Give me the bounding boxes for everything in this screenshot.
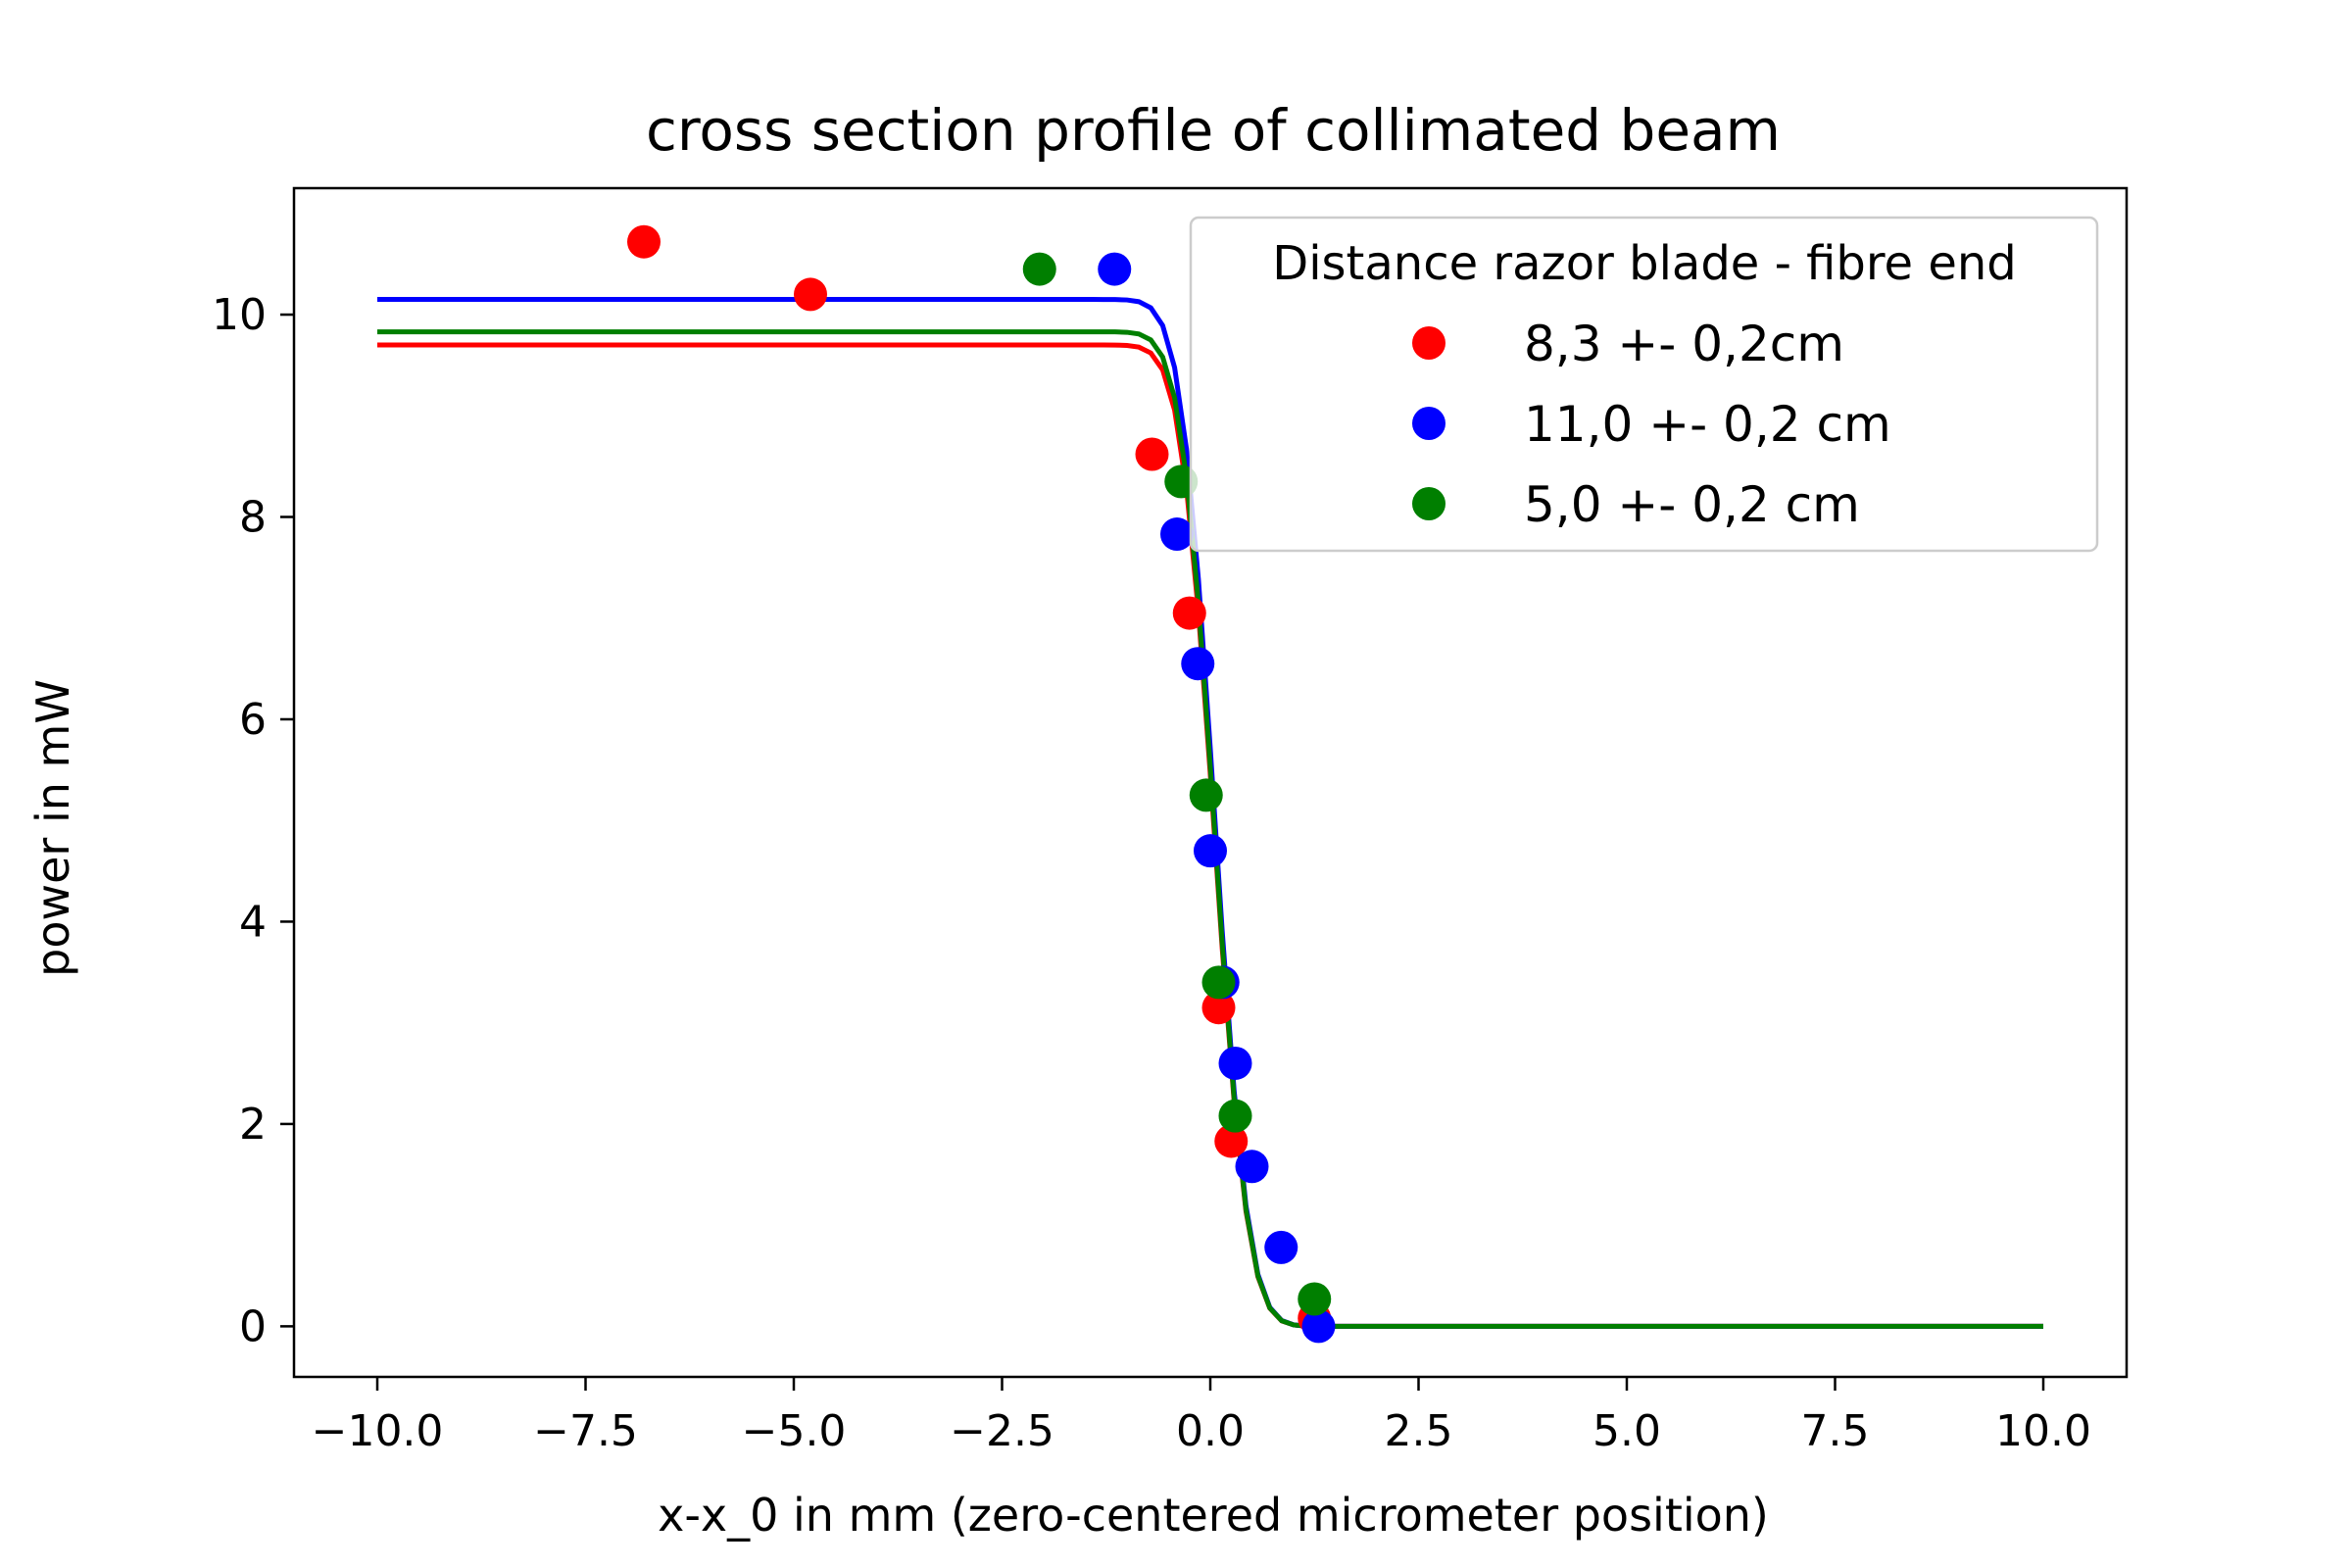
data-point-1-4: [1172, 596, 1206, 630]
data-point-2-8: [1264, 1230, 1298, 1264]
chart-title: cross section profile of collimated beam: [646, 97, 1781, 164]
data-point-3-5: [1218, 1099, 1252, 1133]
legend-box: [1189, 216, 2099, 553]
data-point-1-1: [627, 224, 661, 259]
x-tick-label: 10.0: [1995, 1406, 2091, 1456]
y-tick-label: 8: [239, 493, 267, 543]
data-point-1-6: [1214, 1124, 1249, 1158]
x-tick-label: 5.0: [1592, 1406, 1661, 1456]
data-point-1-2: [794, 277, 827, 312]
data-point-1-3: [1135, 437, 1169, 471]
data-point-3-4: [1201, 965, 1236, 1000]
x-tick-label: −5.0: [742, 1406, 847, 1456]
data-point-2-9: [1301, 1309, 1336, 1344]
y-tick-label: 4: [239, 897, 267, 947]
data-point-2-3: [1181, 647, 1215, 681]
y-axis-label: power in mW: [26, 679, 79, 977]
y-tick-label: 0: [239, 1301, 267, 1351]
y-tick-label: 6: [239, 695, 267, 745]
legend-marker-1: [1412, 326, 1446, 360]
fit-line-3: [377, 329, 2043, 1329]
y-tick-label: 10: [212, 290, 267, 340]
data-point-2-7: [1235, 1150, 1269, 1184]
data-point-2-1: [1098, 252, 1132, 286]
axis-ticks: −10.0 −7.5 −5.0 −2.5 0.0 2.5 5.0 7.5 10.0 0 2 4 6 8 10: [212, 290, 2091, 1456]
data-point-3-3: [1189, 778, 1223, 812]
x-tick-label: −7.5: [533, 1406, 638, 1456]
data-point-2-2: [1160, 517, 1194, 552]
data-point-1-5: [1201, 991, 1236, 1025]
x-tick-label: 7.5: [1801, 1406, 1870, 1456]
data-point-2-4: [1194, 834, 1227, 868]
legend-label-2: 11,0 +- 0,2 cm: [1524, 396, 1891, 453]
legend-entries: 8,3 +- 0,2cm 11,0 +- 0,2 cm 5,0 +- 0,2 cm: [1412, 316, 1891, 533]
x-tick-label: 2.5: [1385, 1406, 1453, 1456]
axes-frame: [292, 186, 2129, 1379]
data-point-2-6: [1218, 1046, 1252, 1080]
data-point-3-6: [1298, 1282, 1332, 1316]
plot-area: [377, 224, 2043, 1344]
y-tick-label: 2: [239, 1100, 267, 1150]
x-axis-label: x-x_0 in mm (zero-centered micrometer po…: [658, 1489, 1769, 1542]
legend-title: Distance razor blade - fibre end: [1272, 236, 2017, 291]
data-point-3-1: [1022, 252, 1056, 286]
legend-marker-2: [1412, 407, 1446, 440]
x-tick-label: −2.5: [950, 1406, 1054, 1456]
legend-label-1: 8,3 +- 0,2cm: [1524, 316, 1844, 372]
x-tick-label: −10.0: [312, 1406, 444, 1456]
legend-label-3: 5,0 +- 0,2 cm: [1524, 476, 1860, 533]
legend: Distance razor blade - fibre end 8,3 +- …: [1189, 216, 2099, 553]
x-tick-label: 0.0: [1176, 1406, 1245, 1456]
legend-marker-3: [1412, 487, 1446, 520]
